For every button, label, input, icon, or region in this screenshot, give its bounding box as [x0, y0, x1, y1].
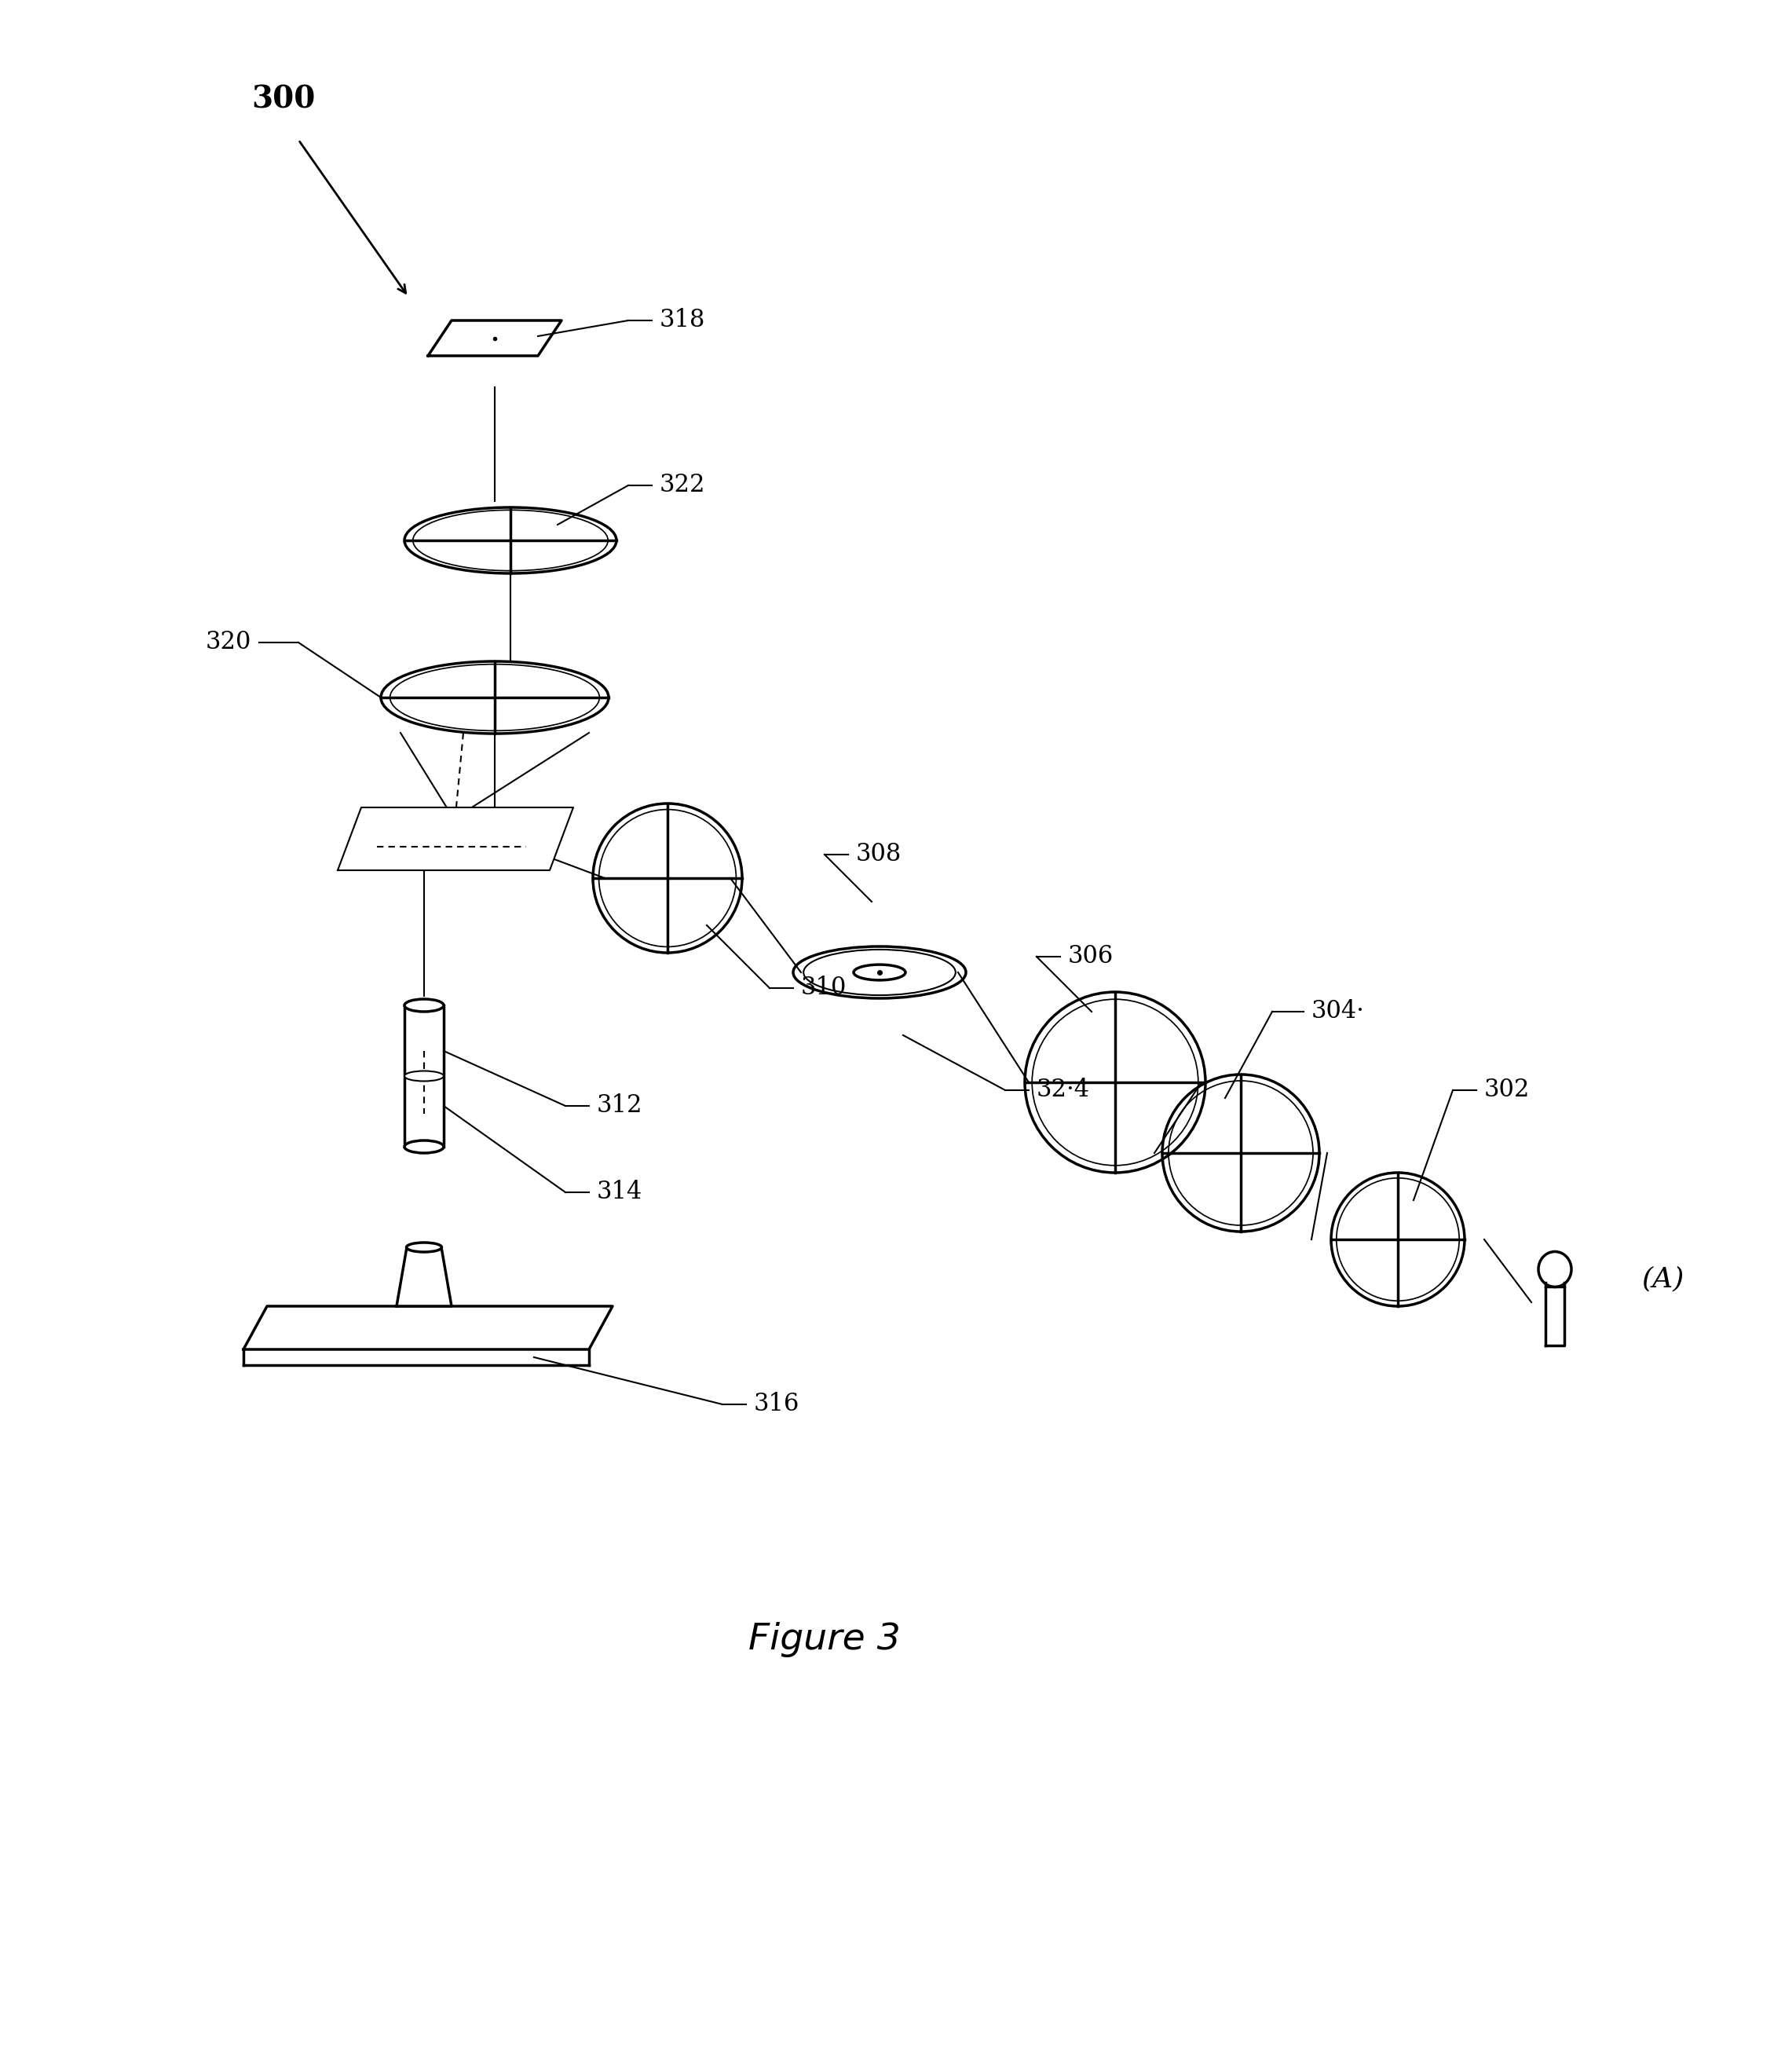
Polygon shape [1545, 1287, 1565, 1345]
Polygon shape [337, 808, 573, 870]
Polygon shape [397, 1247, 452, 1305]
Ellipse shape [404, 1140, 444, 1152]
Ellipse shape [404, 999, 444, 1011]
Text: 320: 320 [206, 630, 252, 655]
Text: 304·: 304· [1311, 999, 1364, 1024]
Text: 318: 318 [660, 309, 706, 334]
Polygon shape [243, 1305, 612, 1349]
Text: 314: 314 [596, 1181, 642, 1204]
Text: 322: 322 [660, 472, 706, 497]
Polygon shape [428, 321, 562, 356]
Text: 32·4: 32·4 [1036, 1077, 1089, 1102]
Text: 306: 306 [1068, 945, 1114, 970]
Text: 308: 308 [857, 843, 901, 866]
Text: 312: 312 [596, 1094, 642, 1119]
Text: Figure 3: Figure 3 [749, 1622, 901, 1658]
Text: (A): (A) [1641, 1266, 1684, 1293]
Text: 316: 316 [754, 1392, 800, 1417]
Text: 310: 310 [802, 976, 846, 1001]
Text: 302: 302 [1485, 1077, 1529, 1102]
Text: 300: 300 [252, 85, 316, 114]
Ellipse shape [404, 1071, 444, 1082]
Ellipse shape [406, 1243, 442, 1251]
